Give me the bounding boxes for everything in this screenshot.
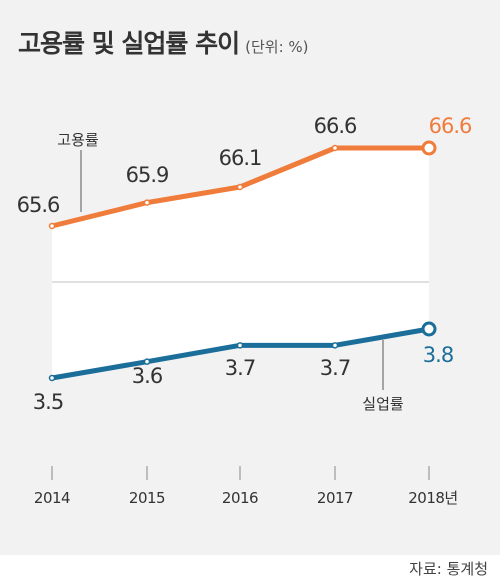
chart-title: 고용률 및 실업률 추이 <box>18 29 240 58</box>
source-label: 자료: 통계청 <box>409 560 488 578</box>
title-row: 고용률 및 실업률 추이 (단위: %) <box>18 24 309 60</box>
lower-panel <box>52 282 429 378</box>
data-label-employment-1: 65.9 <box>126 163 169 187</box>
data-label-unemployment-3: 3.7 <box>320 356 350 380</box>
unit-label: (단위: %) <box>245 38 309 56</box>
x-tick-label-3: 2017 <box>317 489 353 507</box>
data-point-unemployment-4 <box>421 321 437 337</box>
data-label-unemployment-0: 3.5 <box>33 390 63 414</box>
series-name-employment: 고용률 <box>57 131 99 149</box>
data-label-unemployment-2: 3.7 <box>225 356 255 380</box>
x-tick-label-2: 2016 <box>222 489 258 507</box>
data-label-employment-3: 66.6 <box>314 114 357 138</box>
x-tick-label-1: 2015 <box>129 489 165 507</box>
series-name-unemployment: 실업률 <box>362 395 404 413</box>
data-point-unemployment-3 <box>331 342 339 349</box>
x-tick-label-4: 2018년 <box>408 489 457 507</box>
data-point-unemployment-1 <box>143 358 151 365</box>
data-point-employment-2 <box>236 183 244 191</box>
upper-panel <box>52 148 429 282</box>
data-point-employment-3 <box>331 144 339 152</box>
data-label-employment-0: 65.6 <box>17 193 60 217</box>
data-label-unemployment-1: 3.6 <box>132 364 163 388</box>
data-point-employment-0 <box>48 222 56 230</box>
data-point-employment-4 <box>421 140 437 156</box>
data-point-unemployment-0 <box>48 374 56 382</box>
data-label-unemployment-4: 3.8 <box>423 343 453 367</box>
data-label-employment-2: 66.1 <box>219 146 262 170</box>
footer: 자료: 통계청 <box>0 555 500 579</box>
data-point-employment-1 <box>143 199 151 206</box>
x-tick-label-0: 2014 <box>34 489 70 507</box>
data-label-employment-4: 66.6 <box>429 114 472 138</box>
data-point-unemployment-2 <box>236 342 244 349</box>
